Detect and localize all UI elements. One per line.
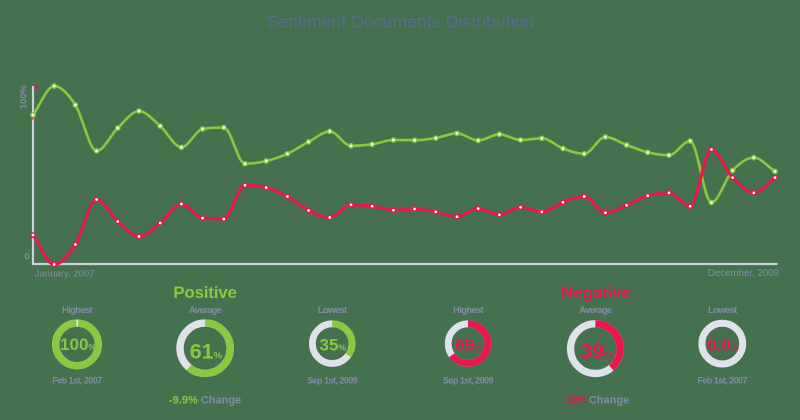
svg-text:January, 2007: January, 2007 — [35, 268, 95, 279]
svg-text:35%: 35% — [320, 336, 347, 355]
svg-text:Positive: Positive — [173, 283, 237, 302]
svg-text:0: 0 — [24, 252, 29, 262]
svg-text:Highest: Highest — [453, 305, 484, 316]
svg-text:100%: 100% — [60, 335, 96, 354]
svg-text:Sep 1st, 2009: Sep 1st, 2009 — [443, 376, 493, 386]
svg-text:-9.9% Change: -9.9% Change — [169, 395, 241, 407]
svg-text:Sep 1st, 2009: Sep 1st, 2009 — [307, 376, 357, 386]
svg-text:19% Change: 19% Change — [566, 395, 629, 407]
svg-text:December, 2009: December, 2009 — [708, 268, 779, 279]
svg-text:39%: 39% — [580, 340, 613, 364]
svg-text:Sentiment Documents Distributi: Sentiment Documents Distribution — [267, 12, 535, 32]
svg-text:0.0%: 0.0% — [707, 336, 739, 355]
svg-text:Average: Average — [189, 305, 222, 316]
svg-text:100%: 100% — [19, 84, 30, 109]
svg-text:Lowest: Lowest — [318, 305, 348, 316]
svg-text:Feb 1st, 2007: Feb 1st, 2007 — [52, 376, 102, 386]
svg-text:65%: 65% — [455, 336, 482, 355]
svg-text:Feb 1st, 2007: Feb 1st, 2007 — [698, 376, 748, 386]
svg-text:Average: Average — [579, 305, 612, 316]
svg-text:Highest: Highest — [62, 305, 93, 316]
svg-text:Negative: Negative — [561, 283, 631, 302]
svg-text:61%: 61% — [190, 340, 223, 364]
svg-text:Lowest: Lowest — [708, 305, 738, 316]
